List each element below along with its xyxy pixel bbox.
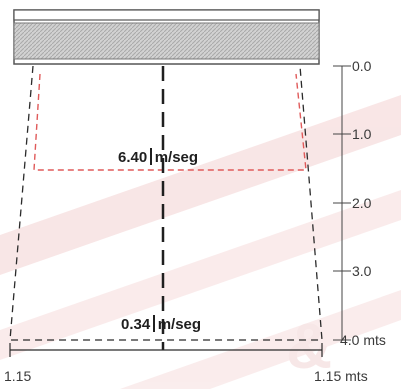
scale-label-3: 3.0	[352, 263, 372, 279]
high-velocity-zone	[33, 73, 307, 171]
velocity-top-value: 6.40	[118, 149, 148, 166]
velocity-top-label: 6.40 m/seg	[118, 148, 198, 166]
width-right-label: 1.15 mts	[314, 368, 368, 384]
velocity-bottom-unit: m/seg	[157, 316, 202, 333]
velocity-bottom-divider	[153, 315, 155, 332]
velocity-top-unit: m/seg	[154, 149, 199, 166]
scale-label-2: 2.0	[352, 195, 372, 211]
scale-label-1: 1.0	[352, 126, 372, 142]
scale-label-0: 0.0	[352, 58, 372, 74]
velocity-top-divider	[150, 148, 152, 165]
watermark-ampersand: &	[286, 310, 332, 382]
watermark-bands: &	[0, 95, 401, 389]
velocity-bottom-label: 0.34 m/seg	[121, 315, 201, 333]
width-dimension	[9, 343, 323, 357]
jet-spread-outline	[9, 65, 323, 341]
depth-scale	[333, 65, 351, 341]
scale-label-4: 4.0 mts	[340, 332, 386, 348]
width-left-label: 1.15	[4, 368, 32, 384]
ceiling-diffuser	[13, 9, 320, 65]
velocity-bottom-value: 0.34	[121, 316, 151, 333]
